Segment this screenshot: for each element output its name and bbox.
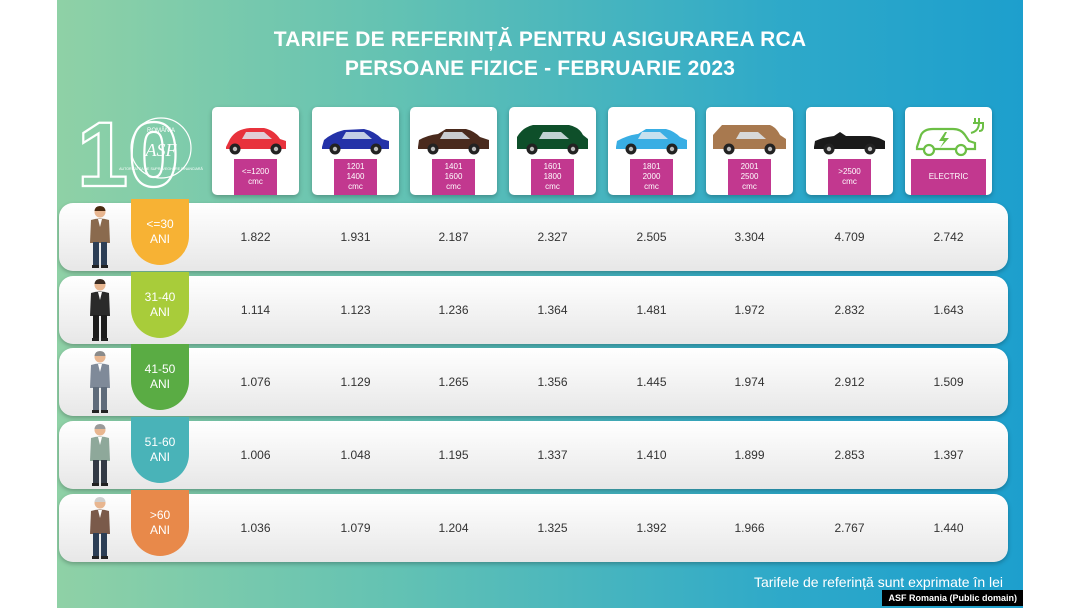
tariff-value: 1.325 [537, 521, 568, 535]
table-row: 31-40 ANI 1.114 1.123 1.236 1.364 1.481 1.972 2.… [59, 272, 1008, 344]
table-row: 51-60 ANI 1.006 1.048 1.195 1.337 1.410 1.899 2.… [59, 417, 1008, 489]
tariff-value: 1.972 [734, 303, 765, 317]
tariff-value: 1.048 [340, 448, 371, 462]
tariff-value: 1.006 [240, 448, 271, 462]
asf-logo: 10 ROMÂNIA ASF AUTORITATEA DE SUPRAVEGHE… [76, 104, 204, 194]
age-unit: ANI [149, 305, 170, 319]
category-label: 2001 2500 cmc [728, 159, 771, 195]
tariff-value: 1.123 [340, 303, 371, 317]
tariff-value: 1.356 [537, 375, 568, 389]
tariff-value: 1.265 [438, 375, 469, 389]
car-icon [616, 129, 687, 155]
category-card: 1801 2000 cmc [608, 107, 695, 195]
category-card: <=1200 cmc [212, 107, 299, 195]
age-unit: ANI [149, 377, 170, 391]
age-unit: ANI [149, 232, 170, 246]
tariff-value: 1.397 [933, 448, 964, 462]
age-range: 51-60 [144, 435, 176, 449]
car-icon [713, 125, 786, 155]
tariff-value: 2.742 [933, 230, 964, 244]
category-card: 1401 1600 cmc [410, 107, 497, 195]
table-row: >60 ANI 1.036 1.079 1.204 1.325 1.392 1.966 2.76… [59, 490, 1008, 562]
image-credit: ASF Romania (Public domain) [882, 590, 1023, 606]
category-card: 1601 1800 cmc [509, 107, 596, 195]
tariff-value: 1.036 [240, 521, 271, 535]
age-range: <=30 [146, 217, 174, 231]
car-icon [517, 125, 588, 155]
category-label: <=1200 cmc [234, 159, 277, 195]
tariff-value: 1.822 [240, 230, 271, 244]
tariff-value: 1.114 [240, 303, 271, 317]
logo-ring-text: AUTORITATEA DE SUPRAVEGHERE FINANCIARĂ [119, 167, 203, 171]
category-card: ELECTRIC [905, 107, 992, 195]
tariff-value: 2.912 [834, 375, 865, 389]
tariff-value: 1.440 [933, 521, 964, 535]
logo-country: ROMÂNIA [147, 127, 175, 134]
tariff-value: 2.187 [438, 230, 469, 244]
infographic: TARIFE DE REFERINȚĂ PENTRU ASIGURAREA RC… [57, 0, 1023, 608]
tariff-value: 1.364 [537, 303, 568, 317]
tariff-value: 2.767 [834, 521, 865, 535]
tariff-value: 3.304 [734, 230, 765, 244]
category-label: 1201 1400 cmc [334, 159, 377, 195]
age-range: 31-40 [144, 290, 176, 304]
table-row: <=30 ANI 1.822 1.931 2.187 2.327 2.505 3.304 4.7… [59, 199, 1008, 271]
person-icon [90, 424, 110, 486]
category-label: 1601 1800 cmc [531, 159, 574, 195]
tariff-value: 1.129 [340, 375, 371, 389]
tariff-value: 1.392 [636, 521, 667, 535]
age-unit: ANI [149, 450, 170, 464]
tariff-value: 2.832 [834, 303, 865, 317]
car-icon [322, 129, 389, 155]
electric-car-icon [915, 118, 984, 157]
tariff-value: 1.195 [438, 448, 469, 462]
tariff-value: 1.974 [734, 375, 765, 389]
category-label: 1401 1600 cmc [432, 159, 475, 195]
tariff-value: 2.327 [537, 230, 568, 244]
age-group-label: 31-40 ANI [131, 272, 189, 338]
logo-acronym: ASF [145, 140, 178, 160]
age-unit: ANI [149, 523, 170, 537]
category-label: 1801 2000 cmc [630, 159, 673, 195]
car-icon [418, 129, 489, 155]
logo-number: 10 [77, 104, 179, 194]
person-icon [90, 497, 110, 559]
tariff-value: 1.337 [537, 448, 568, 462]
car-icon [814, 132, 885, 155]
person-icon [90, 279, 110, 341]
tariff-value: 2.505 [636, 230, 667, 244]
tariff-value: 1.236 [438, 303, 469, 317]
unit-note: Tarifele de referință sunt exprimate în … [753, 574, 1003, 590]
car-icon [226, 128, 286, 155]
age-range: 41-50 [144, 362, 176, 376]
table-row: 41-50 ANI 1.076 1.129 1.265 1.356 1.445 1.974 2.… [59, 344, 1008, 416]
tariff-value: 1.076 [240, 375, 271, 389]
title-line-2: PERSOANE FIZICE - FEBRUARIE 2023 [344, 57, 736, 80]
category-label: >2500 cmc [828, 159, 871, 195]
tariff-value: 2.853 [834, 448, 865, 462]
age-group-label: >60 ANI [131, 490, 189, 556]
tariff-value: 1.966 [734, 521, 765, 535]
tariff-value: 4.709 [834, 230, 865, 244]
tariff-value: 1.445 [636, 375, 667, 389]
tariff-value: 1.079 [340, 521, 371, 535]
tariff-value: 1.204 [438, 521, 469, 535]
age-range: >60 [149, 508, 171, 522]
age-group-label: <=30 ANI [131, 199, 189, 265]
age-group-label: 51-60 ANI [131, 417, 189, 483]
person-icon [90, 206, 110, 268]
tariff-value: 1.643 [933, 303, 964, 317]
tariff-value: 1.481 [636, 303, 667, 317]
tariff-value: 1.931 [340, 230, 371, 244]
tariff-value: 1.899 [734, 448, 765, 462]
category-card: 1201 1400 cmc [312, 107, 399, 195]
tariff-value: 1.509 [933, 375, 964, 389]
category-card: 2001 2500 cmc [706, 107, 793, 195]
category-card: >2500 cmc [806, 107, 893, 195]
person-icon [90, 351, 110, 413]
title-line-1: TARIFE DE REFERINȚĂ PENTRU ASIGURAREA RC… [273, 28, 807, 51]
age-group-label: 41-50 ANI [131, 344, 189, 410]
tariff-value: 1.410 [636, 448, 667, 462]
category-label: ELECTRIC [911, 159, 986, 195]
